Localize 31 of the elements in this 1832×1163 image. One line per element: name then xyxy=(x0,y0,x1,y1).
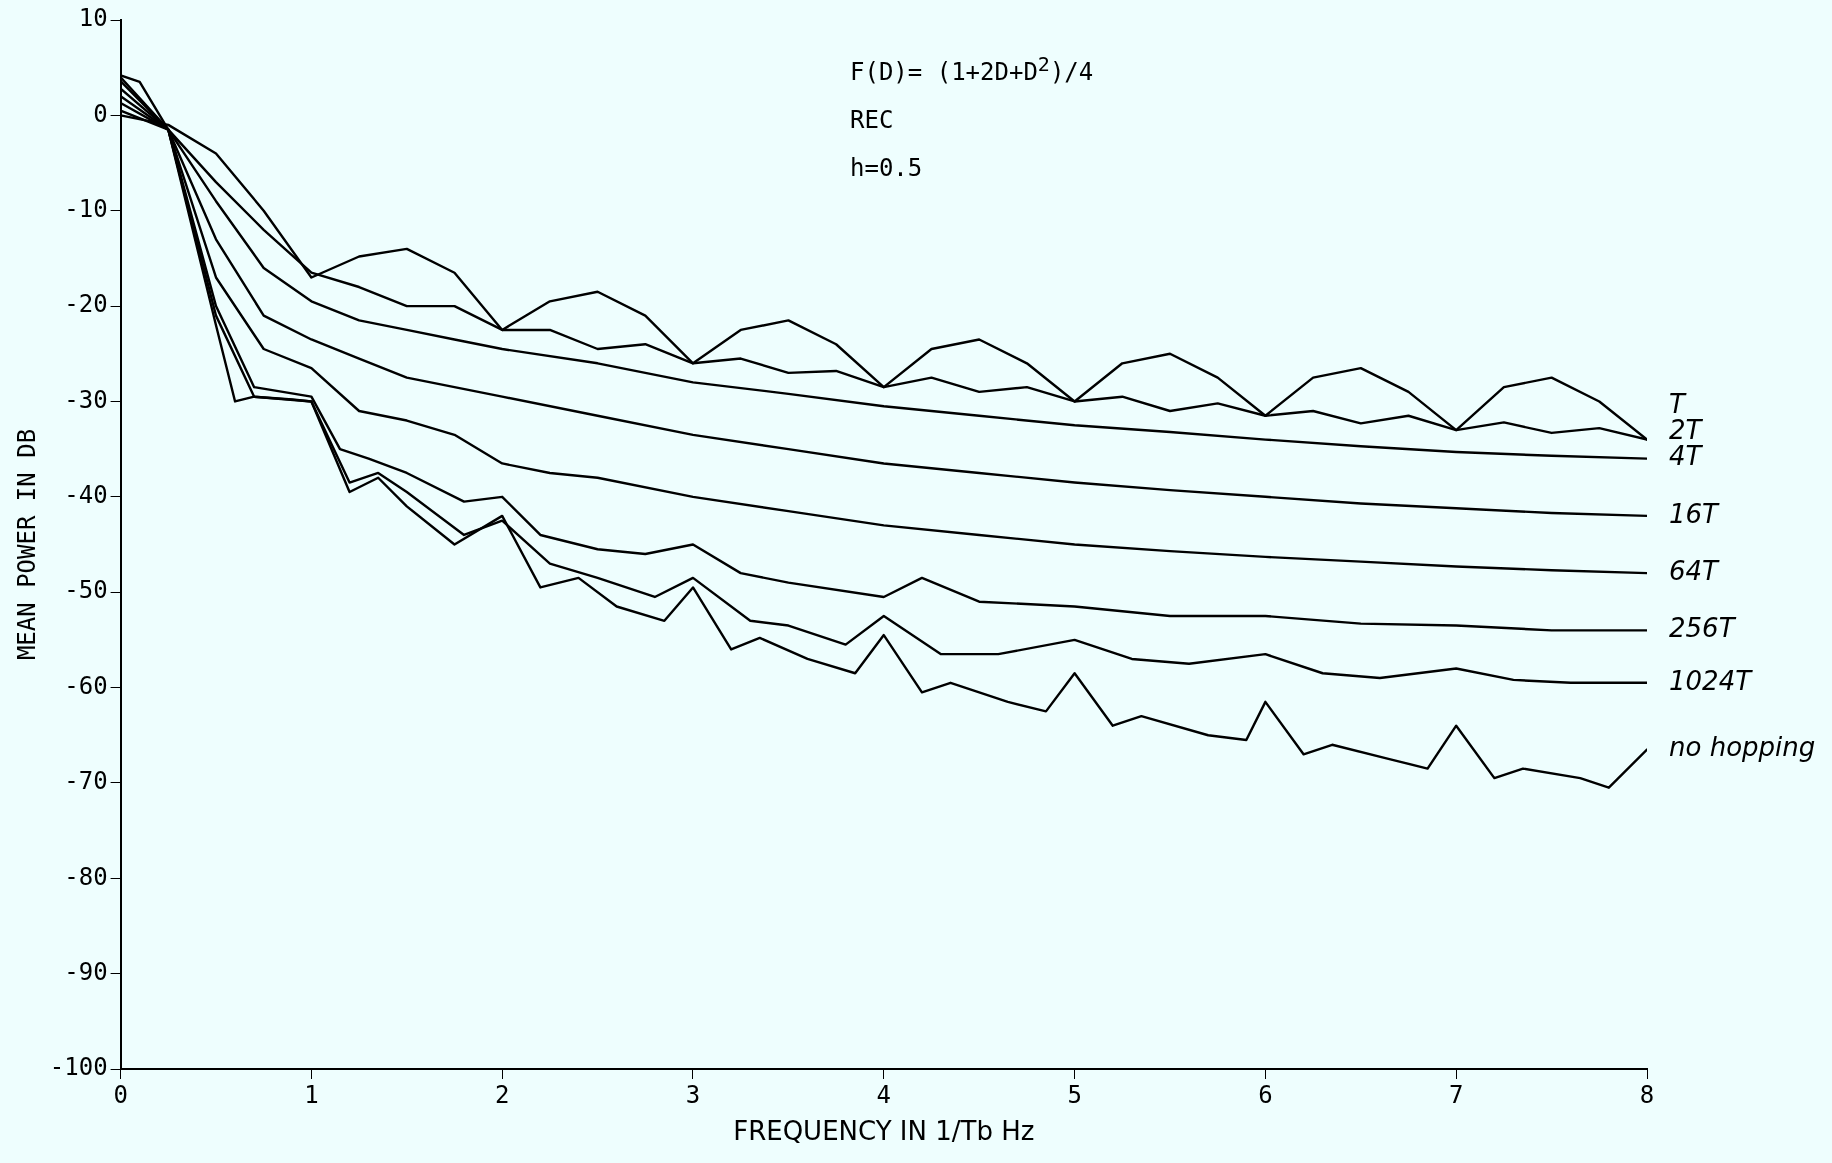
x-tick-label: 0 xyxy=(113,1080,128,1109)
x-tick-label: 8 xyxy=(1639,1080,1655,1109)
series-label: 64T xyxy=(1669,555,1721,586)
y-tick-label: -20 xyxy=(64,290,108,319)
y-tick-label: -70 xyxy=(64,767,108,796)
x-tick-label: 5 xyxy=(1067,1080,1082,1109)
y-tick-label: 0 xyxy=(93,99,108,128)
x-tick-label: 1 xyxy=(304,1080,319,1109)
y-tick-label: -30 xyxy=(64,385,108,414)
series-label: 16T xyxy=(1669,498,1721,529)
annotation: h=0.5 xyxy=(850,153,924,184)
y-axis-title: MEAN POWER IN DB xyxy=(12,428,41,661)
x-tick-label: 3 xyxy=(685,1080,701,1109)
y-tick-label: -90 xyxy=(64,957,108,986)
x-axis-title: FREQUENCY IN 1/Tb Hz xyxy=(733,1116,1035,1147)
y-tick-label: -10 xyxy=(64,194,108,223)
x-tick-label: 4 xyxy=(876,1080,892,1109)
y-tick-label: -40 xyxy=(64,481,108,510)
series-label: 256T xyxy=(1669,613,1737,644)
series-label: no hopping xyxy=(1669,732,1816,763)
x-tick-label: 6 xyxy=(1258,1080,1273,1109)
series-label: 1024T xyxy=(1669,665,1754,696)
x-tick-label: 7 xyxy=(1448,1080,1464,1109)
x-tick-label: 2 xyxy=(494,1080,510,1109)
y-tick-label: -50 xyxy=(64,576,108,605)
y-tick-label: -60 xyxy=(64,671,108,700)
annotation: REC xyxy=(850,105,895,136)
y-tick-label: -100 xyxy=(49,1053,108,1082)
y-tick-label: 10 xyxy=(78,4,108,33)
annotation: F(D)= (1+2D+D$^{2}$)/4 xyxy=(850,51,1094,88)
y-tick-label: -80 xyxy=(64,862,108,891)
